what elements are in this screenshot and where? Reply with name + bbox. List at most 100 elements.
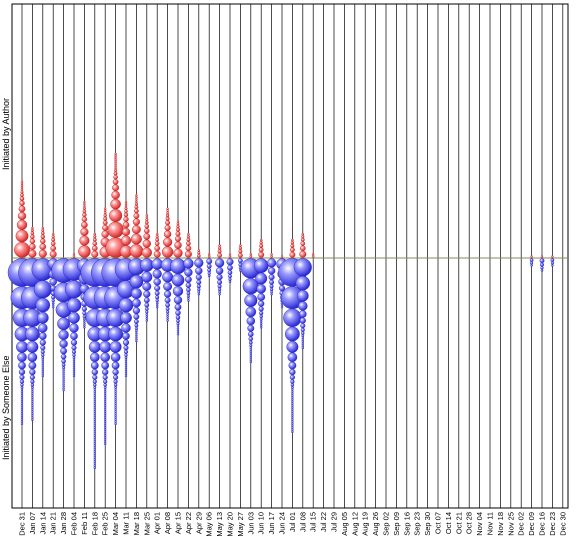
someone-else-bubble (51, 301, 55, 305)
author-bubble (135, 196, 138, 199)
someone-else-bubble (114, 386, 118, 390)
someone-else-bubble (295, 275, 311, 291)
someone-else-bubble (145, 310, 149, 314)
author-bubble (38, 249, 47, 258)
someone-else-bubble (287, 352, 298, 362)
someone-else-bubble (93, 416, 97, 420)
someone-else-bubble (93, 448, 97, 452)
someone-else-bubble (41, 372, 44, 376)
author-bubble (103, 213, 107, 218)
x-tick-label: Dec 30 (558, 512, 567, 536)
someone-else-bubble (20, 420, 24, 424)
author-bubble (30, 231, 35, 235)
author-bubble (551, 255, 554, 258)
x-tick-label: Oct 21 (454, 512, 463, 534)
author-bubble (123, 212, 129, 218)
someone-else-bubble (258, 300, 265, 307)
author-bubble (82, 206, 86, 210)
author-bubble (134, 202, 138, 206)
someone-else-bubble (249, 344, 253, 348)
someone-else-bubble (258, 306, 264, 312)
someone-else-bubble (62, 386, 65, 390)
someone-else-bubble (93, 446, 97, 450)
someone-else-bubble (301, 338, 304, 342)
author-bubble (30, 234, 35, 239)
someone-else-bubble (72, 356, 76, 360)
someone-else-bubble (135, 333, 138, 337)
author-bubble (165, 213, 170, 218)
author-bubble (114, 168, 118, 172)
someone-else-bubble (207, 268, 212, 273)
author-bubble (165, 220, 171, 226)
someone-else-bubble (20, 386, 24, 390)
author-bubble (259, 241, 263, 245)
someone-else-bubble (93, 460, 97, 464)
someone-else-bubble (103, 428, 107, 432)
x-tick-label: Dec 09 (527, 512, 536, 536)
author-bubble (50, 245, 57, 252)
someone-else-bubble (103, 422, 107, 426)
someone-else-bubble (103, 390, 107, 394)
someone-else-bubble (176, 333, 180, 336)
someone-else-bubble (245, 306, 257, 318)
author-bubble (132, 218, 140, 226)
author-bubble (174, 235, 182, 242)
someone-else-bubble (103, 406, 107, 410)
someone-else-bubble (103, 388, 107, 392)
x-tick-label: Jul 15 (309, 512, 318, 532)
someone-else-bubble (31, 392, 34, 396)
someone-else-bubble (291, 420, 294, 424)
someone-else-bubble (114, 408, 117, 412)
someone-else-bubble (93, 386, 97, 390)
someone-else-bubble (197, 290, 201, 294)
someone-else-bubble (290, 386, 294, 390)
someone-else-bubble (93, 398, 97, 402)
x-tick-label: Apr 29 (194, 512, 203, 534)
someone-else-bubble (41, 353, 45, 357)
someone-else-bubble (29, 368, 36, 376)
author-bubble (217, 246, 222, 250)
author-bubble (16, 219, 28, 230)
someone-else-bubble (123, 345, 129, 351)
author-bubble (103, 207, 107, 210)
someone-else-bubble (301, 342, 304, 346)
someone-else-bubble (111, 361, 120, 370)
someone-else-bubble (144, 302, 150, 308)
someone-else-bubble (172, 286, 184, 297)
someone-else-bubble (93, 383, 97, 387)
someone-else-bubble (41, 362, 44, 366)
someone-else-bubble (62, 366, 66, 370)
someone-else-bubble (66, 297, 82, 313)
someone-else-bubble (187, 299, 190, 302)
author-bubble (92, 237, 97, 242)
x-tick-label: Jul 01 (288, 512, 297, 532)
someone-else-bubble (135, 337, 138, 341)
someone-else-bubble (114, 392, 117, 396)
x-tick-label: Dec 31 (18, 512, 27, 536)
someone-else-bubble (269, 279, 275, 285)
someone-else-bubble (28, 361, 37, 370)
someone-else-bubble (270, 290, 273, 294)
someone-else-bubble (20, 392, 24, 396)
someone-else-bubble (114, 398, 117, 402)
someone-else-bubble (174, 303, 182, 311)
someone-else-bubble (41, 360, 44, 364)
author-bubble (41, 226, 45, 230)
someone-else-bubble (31, 418, 34, 422)
someone-else-bubble (93, 432, 97, 436)
someone-else-bubble (131, 298, 141, 308)
author-bubble (301, 232, 305, 236)
someone-else-bubble (103, 394, 107, 398)
someone-else-bubble (289, 374, 295, 380)
someone-else-bubble (291, 416, 294, 420)
author-bubble (20, 184, 24, 187)
someone-else-bubble (185, 282, 192, 288)
x-tick-label: Apr 08 (163, 512, 172, 534)
someone-else-bubble (113, 379, 118, 384)
someone-else-bubble (152, 269, 162, 279)
series-author (14, 152, 554, 258)
someone-else-bubble (38, 332, 47, 340)
someone-else-bubble (291, 392, 294, 396)
x-tick-label: Sep 02 (382, 512, 391, 536)
